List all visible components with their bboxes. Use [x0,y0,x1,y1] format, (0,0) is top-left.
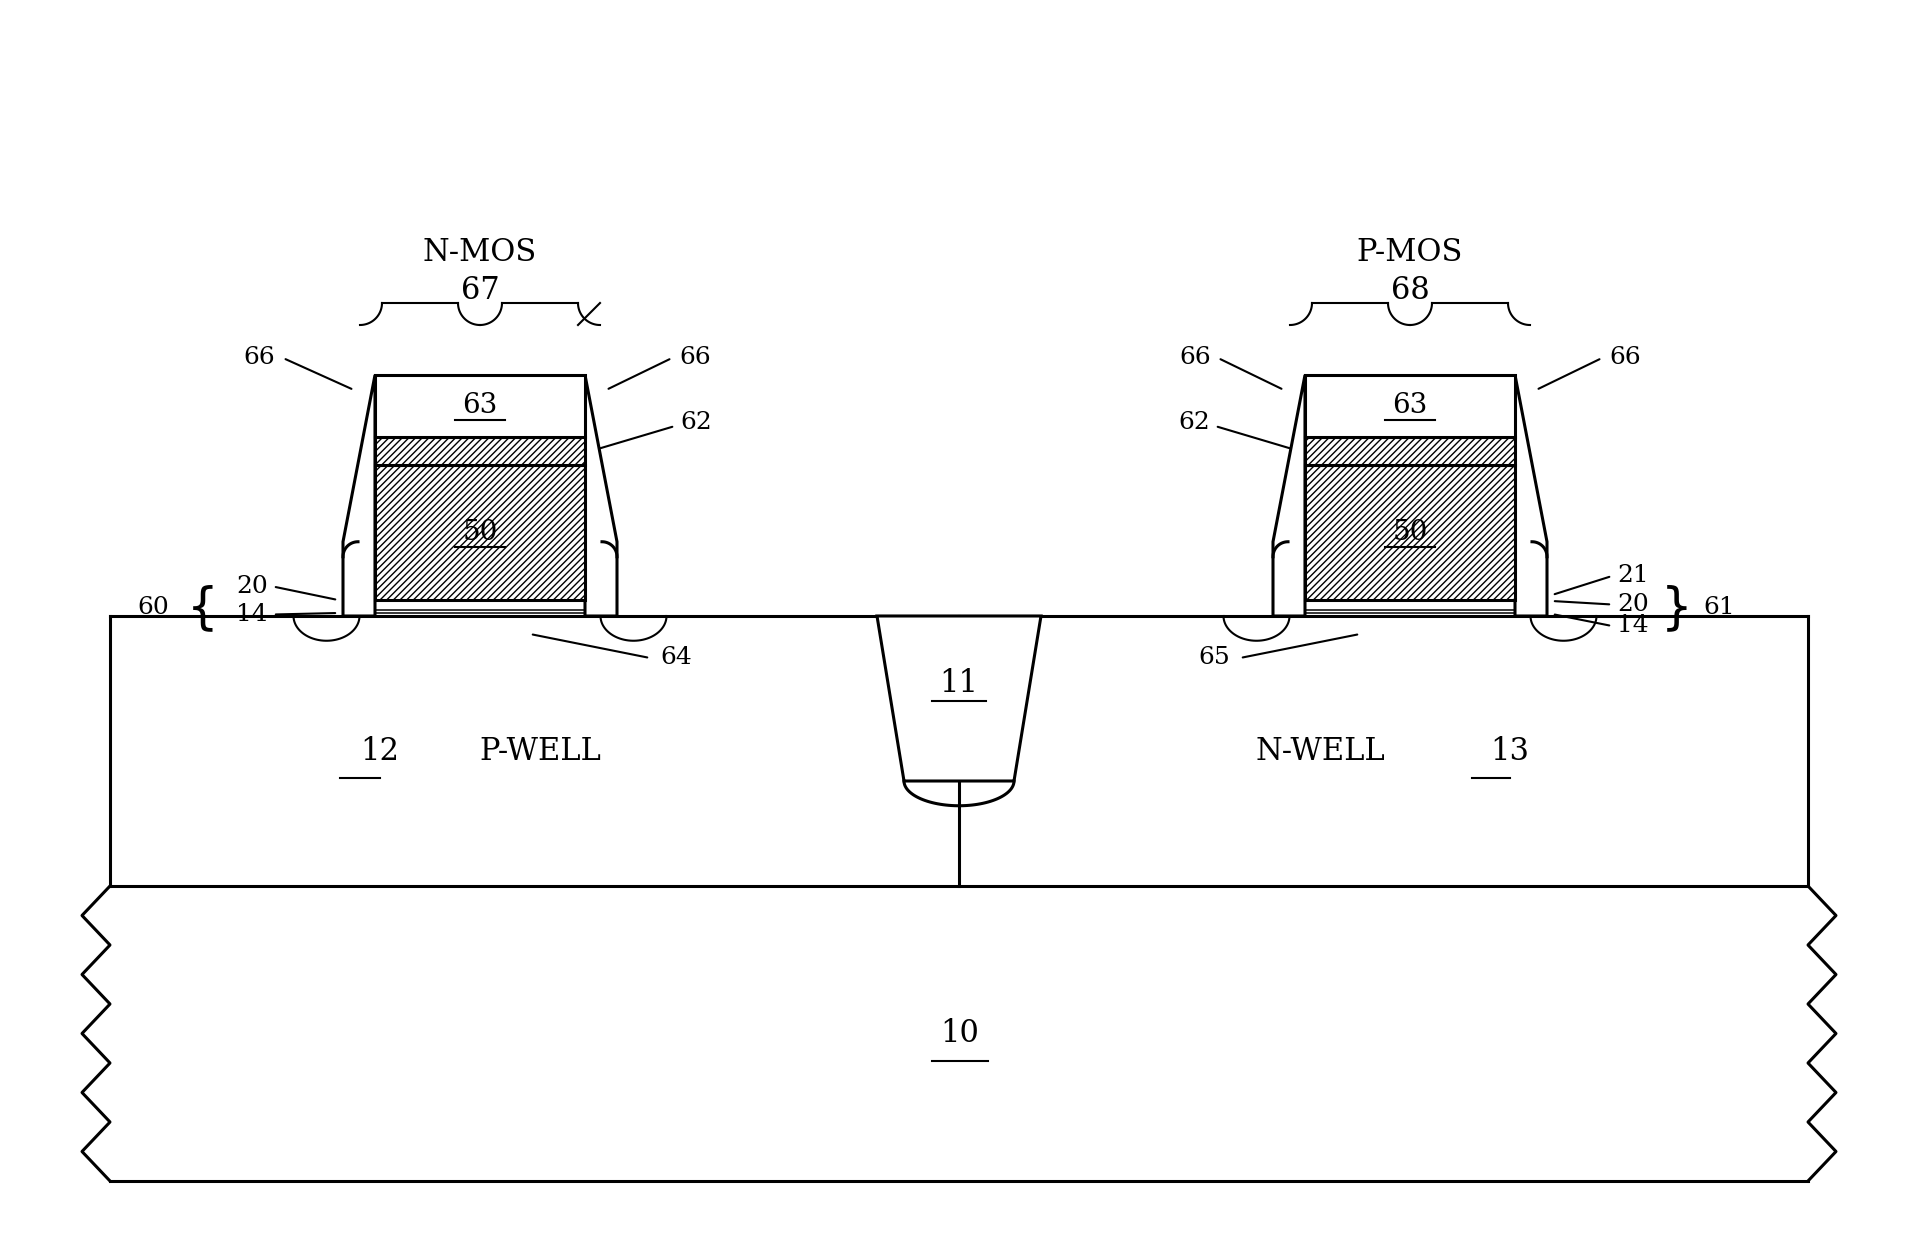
Text: 14: 14 [1617,614,1649,638]
Text: 65: 65 [1199,646,1229,670]
Text: {: { [188,583,219,632]
Polygon shape [1304,438,1515,465]
Text: 13: 13 [1490,735,1529,766]
Text: 64: 64 [660,646,692,670]
Text: N-MOS: N-MOS [422,237,537,268]
Text: 21: 21 [1617,565,1649,587]
Text: 20: 20 [1617,593,1649,616]
Text: 66: 66 [1609,346,1640,370]
Text: N-WELL: N-WELL [1254,735,1385,766]
Polygon shape [343,375,376,616]
Text: 10: 10 [940,1018,980,1049]
Text: 50: 50 [1392,519,1427,546]
Text: 11: 11 [940,667,978,700]
Text: 60: 60 [136,597,169,619]
Text: 50: 50 [462,519,497,546]
Text: 68: 68 [1391,276,1429,307]
Text: 62: 62 [681,412,712,435]
Text: 67: 67 [460,276,499,307]
Text: 63: 63 [1392,393,1427,419]
Polygon shape [1304,375,1515,438]
Text: P-WELL: P-WELL [480,735,600,766]
Polygon shape [376,375,585,438]
Text: 66: 66 [1180,346,1210,370]
Text: 61: 61 [1703,597,1734,619]
Polygon shape [376,465,585,599]
Polygon shape [585,375,618,616]
Polygon shape [1515,375,1548,616]
Text: P-MOS: P-MOS [1356,237,1463,268]
Text: }: } [1661,583,1694,632]
Polygon shape [376,438,585,465]
Text: 14: 14 [236,603,269,625]
Text: 66: 66 [244,346,274,370]
Text: 63: 63 [462,393,497,419]
Text: 20: 20 [236,575,269,598]
Text: 12: 12 [361,735,399,766]
Text: 62: 62 [1178,412,1210,435]
Polygon shape [877,616,1041,781]
Polygon shape [1304,465,1515,599]
Text: 66: 66 [679,346,712,370]
Polygon shape [1274,375,1304,616]
